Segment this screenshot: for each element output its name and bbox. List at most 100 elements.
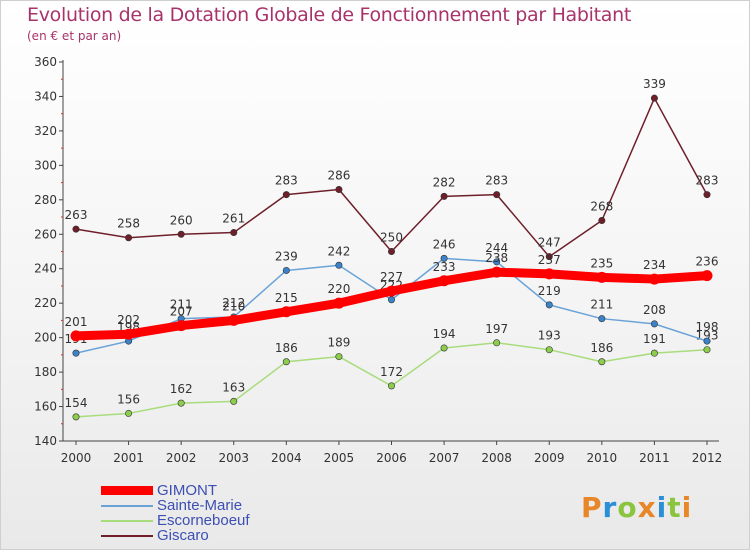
data-point-giscaro <box>650 94 658 102</box>
data-label-giscaro: 283 <box>696 174 719 188</box>
data-label-escorneboeuf: 197 <box>485 322 508 336</box>
legend-label-gimont: GIMONT <box>157 482 217 499</box>
data-point-giscaro <box>230 229 238 237</box>
data-label-escorneboeuf: 191 <box>643 332 666 346</box>
data-point-gimont <box>280 306 292 318</box>
data-point-sainte-marie <box>335 261 343 269</box>
data-label-sainte-marie: 244 <box>485 241 508 255</box>
data-label-sainte-marie: 198 <box>696 320 719 334</box>
y-tick-label: 220 <box>34 296 57 310</box>
data-label-giscaro: 247 <box>538 236 561 250</box>
data-label-escorneboeuf: 154 <box>65 396 88 410</box>
legend-swatch-escorneboeuf <box>101 520 153 522</box>
logo-letter: x <box>637 491 657 524</box>
data-point-gimont <box>648 273 660 285</box>
legend-swatch-gimont <box>101 486 153 495</box>
data-label-gimont: 238 <box>485 251 508 265</box>
logo-letter: i <box>656 491 668 524</box>
data-point-escorneboeuf <box>440 344 448 352</box>
legend-swatch-giscaro <box>101 535 153 537</box>
data-point-sainte-marie <box>598 315 606 323</box>
data-point-sainte-marie <box>545 301 553 309</box>
data-point-escorneboeuf <box>125 409 133 417</box>
data-label-sainte-marie: 212 <box>222 296 245 310</box>
data-point-escorneboeuf <box>282 358 290 366</box>
data-label-gimont: 207 <box>170 305 193 319</box>
data-label-gimont: 233 <box>433 260 456 274</box>
y-tick-label: 260 <box>34 227 57 241</box>
data-point-gimont <box>175 320 187 332</box>
data-point-sainte-marie <box>72 349 80 357</box>
data-point-giscaro <box>703 191 711 199</box>
data-point-giscaro <box>387 248 395 256</box>
data-label-giscaro: 286 <box>327 168 350 182</box>
y-tick-label: 160 <box>34 400 57 414</box>
data-point-giscaro <box>177 230 185 238</box>
data-label-gimont: 227 <box>380 270 403 284</box>
data-label-giscaro: 339 <box>643 77 666 91</box>
data-point-giscaro <box>440 192 448 200</box>
data-label-escorneboeuf: 172 <box>380 365 403 379</box>
chart-title: Evolution de la Dotation Globale de Fonc… <box>27 4 632 26</box>
data-point-escorneboeuf <box>650 349 658 357</box>
data-label-giscaro: 250 <box>380 231 403 245</box>
data-label-escorneboeuf: 186 <box>275 341 298 355</box>
data-label-escorneboeuf: 194 <box>433 327 456 341</box>
x-tick-label: 2005 <box>324 451 355 465</box>
data-point-gimont <box>491 266 503 278</box>
data-point-sainte-marie <box>387 296 395 304</box>
proxiti-logo: Proxiti <box>581 491 692 524</box>
y-tick-label: 280 <box>34 193 57 207</box>
y-tick-label: 340 <box>34 89 57 103</box>
data-point-giscaro <box>335 185 343 193</box>
data-label-sainte-marie: 211 <box>170 298 193 312</box>
data-point-giscaro <box>282 191 290 199</box>
chart-subtitle: (en € et par an) <box>27 29 122 43</box>
data-label-giscaro: 258 <box>117 217 140 231</box>
data-label-giscaro: 282 <box>433 175 456 189</box>
data-point-giscaro <box>125 234 133 242</box>
data-point-gimont <box>228 314 240 326</box>
legend-label-sainte-marie: Sainte-Marie <box>157 497 243 514</box>
y-tick-label: 180 <box>34 365 57 379</box>
data-point-gimont <box>596 271 608 283</box>
logo-letter: r <box>602 491 618 524</box>
logo-letter: P <box>581 491 603 524</box>
logo-letter: i <box>681 491 693 524</box>
x-tick-label: 2004 <box>271 451 302 465</box>
data-label-giscaro: 283 <box>275 174 298 188</box>
legend-label-giscaro: Giscaro <box>157 527 209 544</box>
data-point-gimont <box>386 285 397 297</box>
data-point-escorneboeuf <box>598 358 606 366</box>
y-tick-label: 200 <box>34 331 57 345</box>
data-label-escorneboeuf: 163 <box>222 380 245 394</box>
data-point-escorneboeuf <box>387 382 395 390</box>
data-point-escorneboeuf <box>335 353 343 361</box>
data-point-sainte-marie <box>282 266 290 274</box>
data-point-gimont <box>438 275 450 287</box>
data-point-gimont <box>701 270 713 282</box>
legend-label-escorneboeuf: Escorneboeuf <box>157 512 250 529</box>
x-tick-label: 2009 <box>534 451 565 465</box>
data-point-escorneboeuf <box>230 397 238 405</box>
data-point-escorneboeuf <box>72 413 80 421</box>
data-label-escorneboeuf: 156 <box>117 392 140 406</box>
x-tick-label: 2010 <box>587 451 618 465</box>
y-tick-label: 140 <box>34 434 57 448</box>
data-label-escorneboeuf: 193 <box>538 329 561 343</box>
data-point-gimont <box>333 297 345 309</box>
data-label-sainte-marie: 246 <box>433 237 456 251</box>
data-label-escorneboeuf: 189 <box>327 336 350 350</box>
x-tick-label: 2006 <box>376 451 407 465</box>
data-label-gimont: 235 <box>590 256 613 270</box>
x-tick-label: 2003 <box>218 451 249 465</box>
legend-swatch-sainte-marie <box>101 505 153 507</box>
data-point-escorneboeuf <box>177 399 185 407</box>
y-tick-label: 300 <box>34 158 57 172</box>
x-tick-label: 2008 <box>481 451 512 465</box>
data-point-gimont <box>123 328 135 340</box>
x-tick-label: 2002 <box>166 451 197 465</box>
data-point-giscaro <box>493 191 501 199</box>
data-label-giscaro: 260 <box>170 213 193 227</box>
